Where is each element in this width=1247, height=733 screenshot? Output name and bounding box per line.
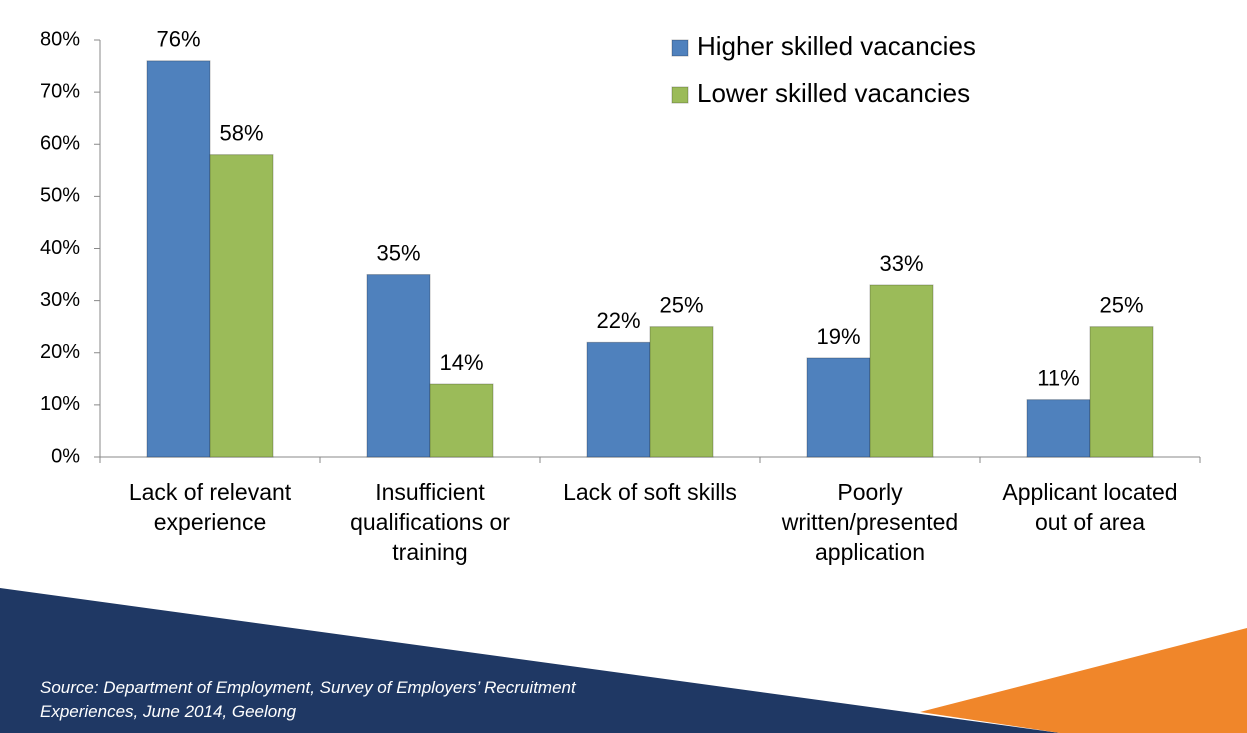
value-label: 25% xyxy=(659,293,703,318)
bar xyxy=(366,274,431,458)
value-label: 22% xyxy=(596,308,640,333)
value-label: 76% xyxy=(156,27,200,52)
legend-label: Higher skilled vacancies xyxy=(697,31,976,61)
y-tick-label: 80% xyxy=(40,28,80,50)
value-label: 58% xyxy=(219,120,263,145)
y-tick-label: 20% xyxy=(40,341,80,363)
bar xyxy=(649,326,714,458)
bar xyxy=(146,60,211,458)
bar xyxy=(1089,326,1154,458)
legend-label: Lower skilled vacancies xyxy=(697,78,970,108)
value-label: 11% xyxy=(1037,365,1079,390)
y-tick-label: 0% xyxy=(51,445,80,467)
y-tick-label: 10% xyxy=(40,393,80,415)
value-label: 25% xyxy=(1099,293,1143,318)
value-label: 33% xyxy=(879,251,923,276)
bar xyxy=(209,154,274,458)
value-label: 35% xyxy=(376,240,420,265)
y-tick-label: 60% xyxy=(40,133,80,155)
bar xyxy=(869,284,934,458)
y-tick-label: 50% xyxy=(40,185,80,207)
footer-accent xyxy=(920,628,1247,733)
y-tick-label: 70% xyxy=(40,80,80,102)
x-tick-label: Poorly written/presented application xyxy=(781,479,959,565)
value-label: 19% xyxy=(816,324,860,349)
y-tick-label: 30% xyxy=(40,289,80,311)
bar xyxy=(1026,399,1091,458)
footer-band xyxy=(0,588,1060,733)
bar xyxy=(586,341,651,458)
bar xyxy=(806,357,871,458)
source-note: Source: Department of Employment, Survey… xyxy=(40,678,576,721)
x-tick-label: Lack of soft skills xyxy=(563,479,737,505)
y-tick-label: 40% xyxy=(40,237,80,259)
legend-swatch xyxy=(671,39,689,57)
x-tick-label: Insufficient qualifications or training xyxy=(350,479,510,565)
legend-swatch xyxy=(671,86,689,104)
value-label: 14% xyxy=(439,350,483,375)
x-tick-label: Applicant located out of area xyxy=(1002,479,1178,535)
x-tick-label: Lack of relevant experience xyxy=(128,479,292,535)
bar xyxy=(429,383,494,458)
